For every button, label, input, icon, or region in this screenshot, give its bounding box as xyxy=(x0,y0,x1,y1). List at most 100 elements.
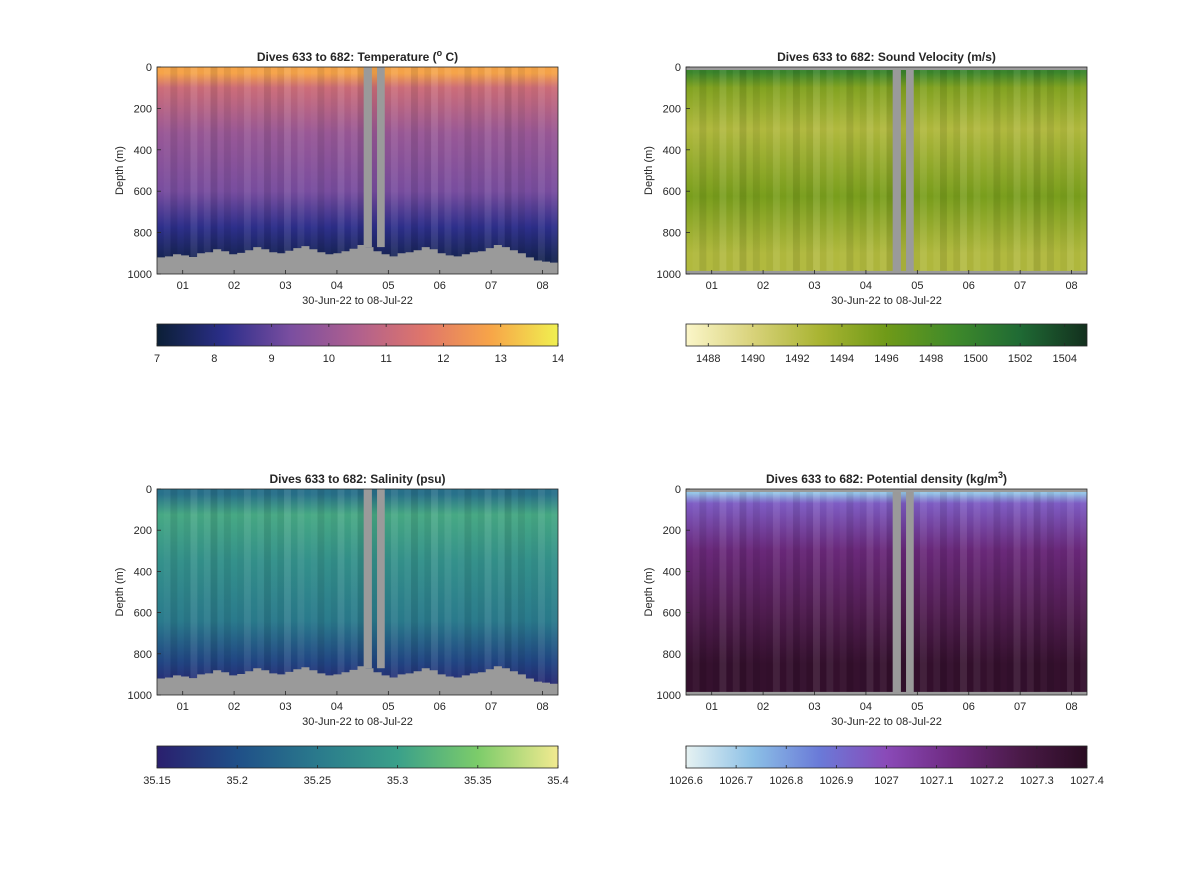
heatmap-column xyxy=(203,489,211,695)
heatmap-field xyxy=(686,489,1087,695)
axes-box xyxy=(156,66,559,275)
x-tick-label: 05 xyxy=(382,280,394,292)
heatmap-column xyxy=(477,67,485,274)
y-tick-label: 600 xyxy=(134,608,152,620)
heatmap-column xyxy=(712,67,720,274)
heatmap-column xyxy=(726,489,733,695)
y-tick-label: 400 xyxy=(663,145,681,157)
heatmap-column xyxy=(170,489,178,695)
heatmap-column xyxy=(551,67,559,274)
heatmap-column xyxy=(873,489,880,695)
heatmap-column xyxy=(886,489,894,695)
heatmap-column xyxy=(497,67,505,274)
x-tick-label: 04 xyxy=(331,280,343,292)
heatmap-column xyxy=(1006,67,1014,274)
heatmap-column xyxy=(866,67,874,274)
heatmap-column xyxy=(800,489,807,695)
heatmap-column xyxy=(939,489,947,695)
heatmap-column xyxy=(297,489,305,695)
heatmap-column xyxy=(210,67,218,274)
heatmap-column xyxy=(1046,489,1054,695)
heatmap-column xyxy=(370,489,378,695)
x-tick-label: 07 xyxy=(1014,280,1026,292)
heatmap-column xyxy=(330,67,338,274)
heatmap-column xyxy=(424,489,432,695)
no-data-top xyxy=(686,489,1087,492)
heatmap-column xyxy=(438,489,445,695)
heatmap-column xyxy=(1046,67,1054,274)
x-tick-label: 03 xyxy=(279,280,291,292)
x-tick-label: 05 xyxy=(911,280,923,292)
chart-panel-2: 01 02 03 04 05 06 07 08 0 200 400 600 800 1000 Dives 6… xyxy=(114,472,569,787)
x-tick-label: 07 xyxy=(1014,701,1026,713)
heatmap-column xyxy=(330,489,338,695)
heatmap-column xyxy=(251,489,258,695)
heatmap-column xyxy=(283,67,291,274)
heatmap-column xyxy=(820,489,827,695)
heatmap-column xyxy=(517,67,525,274)
data-gap-1 xyxy=(377,489,385,669)
heatmap-column xyxy=(693,489,700,695)
x-tick-label: 01 xyxy=(177,701,189,713)
heatmap-column xyxy=(1020,67,1027,274)
heatmap-column xyxy=(398,489,405,695)
colorbar-tick-label: 13 xyxy=(495,353,507,365)
heatmap-column xyxy=(471,67,478,274)
heatmap-column xyxy=(444,489,452,695)
no-data-bottom xyxy=(157,245,558,274)
heatmap-column xyxy=(766,67,773,274)
colorbar-tick-label: 1494 xyxy=(830,353,854,365)
heatmap-column xyxy=(786,67,794,274)
heatmap-column xyxy=(732,489,740,695)
no-data-bottom xyxy=(686,691,1087,695)
y-tick-label: 200 xyxy=(663,525,681,537)
heatmap-column xyxy=(531,67,538,274)
colorbar-tick-label: 1026.7 xyxy=(719,775,753,787)
heatmap-column xyxy=(263,67,271,274)
heatmap-column xyxy=(257,489,265,695)
heatmap-column xyxy=(438,67,445,274)
no-data-bottom xyxy=(686,270,1087,274)
heatmap-column xyxy=(337,489,345,695)
x-tick-label: 03 xyxy=(808,701,820,713)
heatmap-column xyxy=(766,489,773,695)
heatmap-column xyxy=(873,67,880,274)
heatmap-column xyxy=(792,67,800,274)
axes-box xyxy=(156,488,559,696)
x-tick-label: 02 xyxy=(757,701,769,713)
heatmap-column xyxy=(1000,67,1007,274)
heatmap-column xyxy=(384,489,391,695)
heatmap-column xyxy=(853,67,860,274)
axes-box xyxy=(685,488,1088,696)
data-gap-0 xyxy=(892,489,901,695)
heatmap-column xyxy=(899,67,907,274)
x-tick-label: 05 xyxy=(382,701,394,713)
colorbar-tick-label: 1027.2 xyxy=(970,775,1004,787)
heatmap-column xyxy=(1000,489,1007,695)
y-tick-label: 200 xyxy=(134,103,152,115)
heatmap-column xyxy=(197,67,204,274)
heatmap-column xyxy=(350,67,358,274)
heatmap-column xyxy=(806,67,814,274)
heatmap-column xyxy=(859,489,867,695)
data-gap-1 xyxy=(377,67,385,248)
x-tick-label: 08 xyxy=(1065,280,1077,292)
heatmap-column xyxy=(497,489,505,695)
heatmap-column xyxy=(190,67,198,274)
heatmap-column xyxy=(752,67,760,274)
chart-panel-3: 01 02 03 04 05 06 07 08 0 200 400 600 800 1000 Dives 6… xyxy=(643,470,1104,787)
chart-title: Dives 633 to 682: Sound Velocity (m/s) xyxy=(777,50,996,64)
heatmap-column xyxy=(410,67,418,274)
colorbar-tick-label: 1488 xyxy=(696,353,720,365)
heatmap-column xyxy=(826,489,834,695)
heatmap-column xyxy=(947,67,954,274)
heatmap-column xyxy=(1033,67,1041,274)
heatmap-column xyxy=(210,489,218,695)
no-data-top xyxy=(686,67,1087,70)
data-gap-1 xyxy=(906,67,914,274)
heatmap-column xyxy=(398,67,405,274)
y-tick-label: 0 xyxy=(675,484,681,496)
heatmap-column xyxy=(311,67,318,274)
heatmap-column xyxy=(806,489,814,695)
